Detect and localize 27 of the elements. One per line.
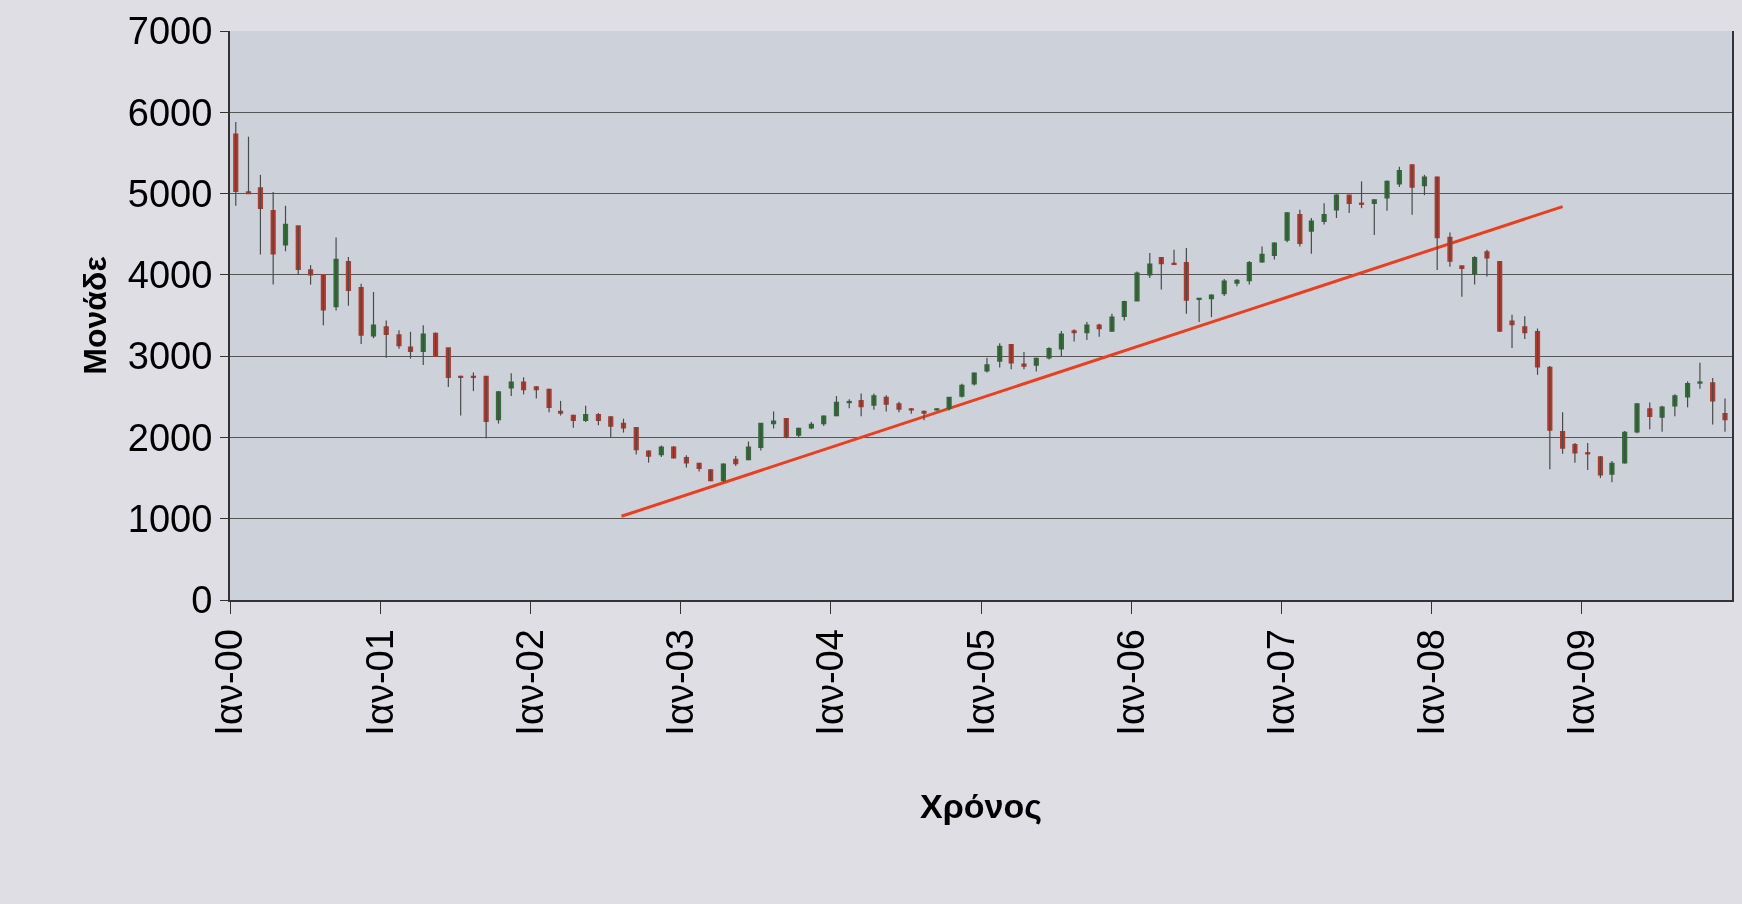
candlestick [896, 401, 902, 413]
x-tick-label: Ιαν-00 [208, 629, 251, 736]
x-tick-label: Ιαν-09 [1560, 629, 1603, 736]
x-tick-label: Ιαν-05 [959, 629, 1002, 736]
y-tick-label: 3000 [127, 335, 213, 378]
x-tick-label: Ιαν-04 [809, 629, 852, 736]
x-tick-label: Ιαν-02 [508, 629, 551, 736]
x-tick-label: Ιαν-08 [1409, 629, 1452, 736]
x-axis-title: Χρόνος [920, 787, 1042, 826]
candlestick [508, 372, 514, 397]
x-tick-label: Ιαν-03 [658, 629, 701, 736]
candlestick [1697, 362, 1703, 390]
y-tick-label: 2000 [127, 416, 213, 459]
y-tick-label: 4000 [127, 254, 213, 297]
y-axis-title: Μονάδε [76, 256, 113, 375]
candlestick [1208, 293, 1215, 318]
candlestick [934, 407, 940, 412]
y-tick-label: 5000 [127, 172, 213, 215]
candlestick [1509, 314, 1515, 349]
x-tick-label: Ιαν-01 [358, 629, 401, 736]
y-tick-label: 1000 [127, 498, 213, 541]
x-tick-label: Ιαν-07 [1259, 629, 1302, 736]
y-tick-label: 0 [191, 579, 213, 622]
candlestick [1171, 249, 1177, 266]
y-tick-label: 7000 [127, 10, 213, 53]
x-tick-label: Ιαν-06 [1109, 629, 1152, 736]
y-tick-label: 6000 [127, 91, 213, 134]
